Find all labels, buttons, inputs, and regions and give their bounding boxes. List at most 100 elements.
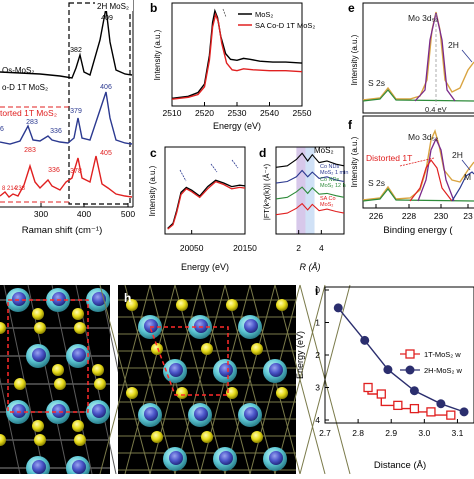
raman-peak-label: 336	[50, 128, 62, 135]
dopant-atom	[12, 292, 26, 306]
sulfur-atom	[201, 431, 213, 443]
panel-i-tick-label: 4	[315, 415, 320, 425]
sulfur-atom	[176, 299, 188, 311]
panel-d-tick-label: 2	[296, 243, 301, 253]
panel-d-series-label: MoS₂	[320, 202, 333, 208]
panel-f-tick-label: 23	[463, 211, 473, 221]
sulfur-atom	[226, 299, 238, 311]
sulfur-atom	[226, 387, 238, 399]
sulfur-atom	[176, 387, 188, 399]
panel-b-tick-label: 2540	[260, 108, 279, 118]
sulfur-atom	[276, 299, 288, 311]
panel-d-band	[296, 147, 306, 234]
sulfur-atom	[92, 364, 104, 376]
bond	[0, 377, 21, 475]
panel-b-y-label: Intensity (a.u.)	[153, 29, 162, 80]
panel-i-tick-label: 2.8	[352, 428, 364, 438]
panel-f-tick-label: 230	[434, 211, 448, 221]
sulfur-atom	[32, 420, 44, 432]
panel-i-point	[383, 365, 393, 375]
panel-b-marker	[222, 8, 227, 18]
panel-i-x-label: Distance (Å)	[374, 460, 426, 471]
panel-f-envelope	[362, 128, 474, 201]
bond	[224, 284, 276, 475]
raman-tick-label: 400	[77, 209, 91, 219]
panel-d-series-label: Co NDs	[320, 164, 340, 170]
panel-letter-d: d	[259, 146, 266, 160]
raman-peak-label: 406	[100, 84, 112, 91]
panel-letter-e: e	[348, 1, 355, 15]
panel-i-point	[409, 386, 419, 396]
lattice-1t-cell	[7, 299, 89, 413]
dopant-atom	[244, 407, 258, 421]
sulfur-atom	[201, 343, 213, 355]
panel-d-y-label: |FT(k³χ(k))| (Å⁻⁴)	[262, 163, 271, 220]
raman-trace-blue	[0, 91, 133, 145]
panel-c-y-label: Intensity (a.u.)	[148, 165, 157, 216]
dopant-atom	[72, 348, 86, 362]
raman-peak-label: 379	[70, 108, 82, 115]
dopant-atom	[144, 407, 158, 421]
sulfur-atom	[72, 308, 84, 320]
panel-i-point	[333, 303, 343, 313]
panel-i-tick-label: 0	[315, 285, 320, 295]
sulfur-atom	[52, 364, 64, 376]
panel-c-marker	[179, 169, 187, 182]
panel-b-x-label: Energy (eV)	[213, 121, 261, 131]
panel-d-frame	[275, 146, 345, 235]
panel-c-marker	[210, 163, 218, 173]
panel-i-point	[426, 407, 436, 417]
raman-badge-bg	[95, 0, 133, 11]
dopant-atom	[32, 460, 46, 474]
raman-panel: Os-MoS₂ o-D 1T MoS₂ torted 1T MoS₂ 409 382 4…	[0, 0, 135, 236]
panel-b-tick-label: 2520	[195, 108, 214, 118]
raman-peak-label: 336	[48, 167, 60, 174]
sulfur-atom	[126, 299, 138, 311]
sulfur-atom	[276, 387, 288, 399]
raman-trace-black	[0, 7, 133, 79]
raman-highlight-box	[68, 2, 131, 205]
sulfur-atom	[72, 420, 84, 432]
panel-e-mo-fit	[414, 12, 456, 102]
panel-i-point	[376, 389, 386, 399]
sulfur-atom	[0, 322, 6, 334]
sulfur-atom	[151, 431, 163, 443]
panel-f-peak-label: Mo 3d₅₂	[408, 132, 438, 142]
panel-f-frame	[362, 115, 474, 209]
panel-e-s2s-label: S 2s	[368, 78, 385, 88]
panel-i-y-label: Energy (eV)	[295, 331, 305, 379]
panel-letter-b: b	[150, 1, 157, 15]
panel-b-legend-label: SA Co-D 1T MoS₂	[255, 21, 315, 30]
panel-b-tick-label: 2550	[293, 108, 312, 118]
sulfur-atom	[0, 434, 6, 446]
sulfur-atom	[94, 378, 106, 390]
raman-tick-label: 300	[34, 209, 48, 219]
panel-b-series-1	[171, 12, 303, 100]
panel-e-shift-label: 0.4 eV	[425, 105, 447, 114]
xps-2h-panel: e Intensity (a.u.) Mo 3d₅₂ S 2s 2H 0.4 e…	[348, 1, 474, 114]
sulfur-atom	[14, 378, 26, 390]
panel-i-point	[360, 335, 370, 345]
bond	[124, 284, 176, 475]
panel-i-tick-label: 1	[315, 318, 320, 328]
dopant-atom	[169, 451, 183, 465]
panel-letter-f: f	[348, 118, 353, 132]
sulfur-atom	[151, 343, 163, 355]
panel-d-series-2	[275, 186, 345, 200]
panel-i-legend-marker	[405, 365, 415, 375]
raman-trace-label: Os-MoS₂	[2, 66, 34, 75]
dopant-atom	[244, 319, 258, 333]
lattice-1t-panel	[0, 284, 165, 479]
panel-f-s2s-fit	[362, 188, 474, 202]
panel-e-peak-label: Mo 3d₅₂	[408, 13, 438, 23]
panel-b-tick-label: 2530	[228, 108, 247, 118]
dopant-atom	[144, 319, 158, 333]
panel-e-y-label: Intensity (a.u.)	[350, 34, 359, 85]
raman-peak-label: 283	[26, 119, 38, 126]
panel-f-s2s-label: S 2s	[368, 178, 385, 188]
lattice-2h-cell	[148, 326, 229, 396]
panel-d-series-0	[275, 152, 345, 168]
panel-d-series-label: Co NDs	[320, 177, 340, 183]
dopant-atom	[52, 404, 66, 418]
